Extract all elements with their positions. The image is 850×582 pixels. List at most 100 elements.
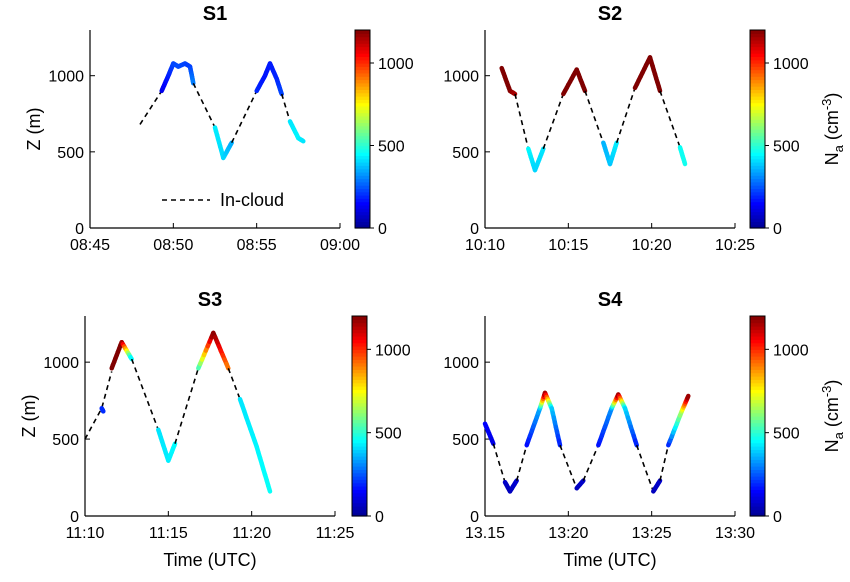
- colorbar-band: [750, 336, 765, 340]
- in-cloud-segment: [139, 90, 163, 125]
- colorbar-band: [750, 66, 765, 71]
- flight-segment: [561, 67, 588, 97]
- track-piece: [228, 140, 234, 147]
- chart-title: S1: [203, 3, 227, 25]
- flight-segment: [651, 478, 663, 494]
- colorbar-band: [352, 322, 367, 327]
- colorbar-band: [355, 168, 370, 173]
- flight-segment: [632, 55, 663, 94]
- colorbar-band: [352, 406, 367, 410]
- y-tick-label: 500: [57, 145, 84, 162]
- colorbar-band: [352, 342, 367, 347]
- colorbar-band: [352, 339, 367, 344]
- colorbar-band: [355, 53, 370, 57]
- colorbar-band: [750, 442, 765, 447]
- colorbar-band: [750, 76, 765, 81]
- track-piece: [224, 361, 231, 371]
- panel-s1: S1 0 500 1000 08:45 08:50 08:55 09:00 Z (m) In-cl…: [24, 3, 414, 254]
- colorbar-band: [750, 165, 765, 170]
- colorbar-band: [355, 96, 370, 100]
- colorbar-band: [355, 155, 370, 160]
- track-piece: [580, 478, 586, 484]
- colorbar-band: [750, 339, 765, 344]
- colorbar-band: [352, 456, 367, 460]
- colorbar-band: [750, 369, 765, 374]
- colorbar-band: [352, 346, 367, 350]
- flight-segment: [524, 390, 563, 448]
- x-tick-label: 11:25: [316, 525, 355, 542]
- colorbar-band: [352, 359, 367, 364]
- colorbar-band: [750, 221, 765, 226]
- colorbar-band: [750, 89, 765, 94]
- colorbar-band: [750, 319, 765, 324]
- colorbar-band: [355, 218, 370, 222]
- flight-segment: [596, 392, 639, 448]
- colorbar-band: [352, 489, 367, 494]
- colorbar-tick-label: 1000: [378, 56, 414, 73]
- colorbar-frame: [749, 315, 766, 517]
- colorbar-tick-label: 500: [375, 426, 402, 443]
- colorbar-band: [355, 86, 370, 90]
- colorbar-band: [750, 211, 765, 216]
- in-cloud-segment: [542, 93, 565, 150]
- colorbar-band: [750, 39, 765, 44]
- in-cloud-segment: [130, 358, 160, 431]
- in-cloud-segment: [582, 444, 600, 481]
- colorbar-band: [352, 479, 367, 484]
- x-tick-label: 08:45: [70, 237, 110, 254]
- colorbar-band: [355, 188, 370, 193]
- colorbar-band: [750, 389, 765, 394]
- colorbar-tick-label: 500: [773, 139, 800, 156]
- colorbar-band: [352, 396, 367, 400]
- track-piece: [656, 478, 663, 485]
- colorbar-band: [750, 105, 765, 110]
- colorbar-band: [750, 392, 765, 397]
- colorbar-band: [750, 512, 765, 517]
- colorbar-band: [355, 59, 370, 64]
- colorbar-band: [750, 366, 765, 370]
- colorbar-tick-label: 1000: [375, 342, 411, 359]
- flight-segment: [677, 145, 688, 167]
- colorbar-tick-label: 500: [773, 426, 800, 443]
- in-cloud-segment: [635, 444, 655, 492]
- colorbar: 0 500 1000 Na (cm-3): [749, 315, 846, 526]
- colorbar-band: [352, 459, 367, 464]
- colorbar-band: [355, 36, 370, 41]
- colorbar-band: [750, 132, 765, 137]
- colorbar-band: [750, 46, 765, 51]
- colorbar-band: [355, 148, 370, 153]
- colorbar-band: [352, 496, 367, 500]
- colorbar-band: [355, 125, 370, 130]
- in-cloud-segment: [515, 444, 528, 481]
- colorbar-band: [750, 322, 765, 327]
- colorbar-band: [352, 499, 367, 504]
- flight-segment: [212, 125, 234, 161]
- colorbar-band: [750, 224, 765, 229]
- x-tick-label: 13:30: [715, 525, 755, 542]
- in-cloud-segment: [514, 93, 530, 149]
- colorbar-tick-label: 0: [378, 221, 387, 238]
- colorbar-band: [750, 399, 765, 404]
- colorbar-band: [750, 429, 765, 434]
- y-tick-label: 0: [470, 509, 479, 526]
- track-piece: [540, 146, 546, 154]
- colorbar-band: [750, 342, 765, 347]
- colorbar-band: [355, 43, 370, 48]
- colorbar-band: [750, 69, 765, 74]
- colorbar-band: [750, 359, 765, 364]
- colorbar-band: [750, 96, 765, 100]
- colorbar-band: [355, 152, 370, 156]
- colorbar-band: [750, 439, 765, 444]
- colorbar-band: [750, 185, 765, 189]
- x-tick-label: 13:25: [632, 525, 672, 542]
- track-piece: [632, 438, 639, 448]
- colorbar-band: [355, 89, 370, 94]
- colorbar-band: [355, 56, 370, 61]
- colorbar-band: [750, 112, 765, 117]
- colorbar-band: [750, 129, 765, 133]
- colorbar-band: [355, 198, 370, 203]
- colorbar-band: [750, 109, 765, 114]
- colorbar-band: [750, 402, 765, 407]
- colorbar-band: [355, 162, 370, 166]
- colorbar-band: [355, 66, 370, 71]
